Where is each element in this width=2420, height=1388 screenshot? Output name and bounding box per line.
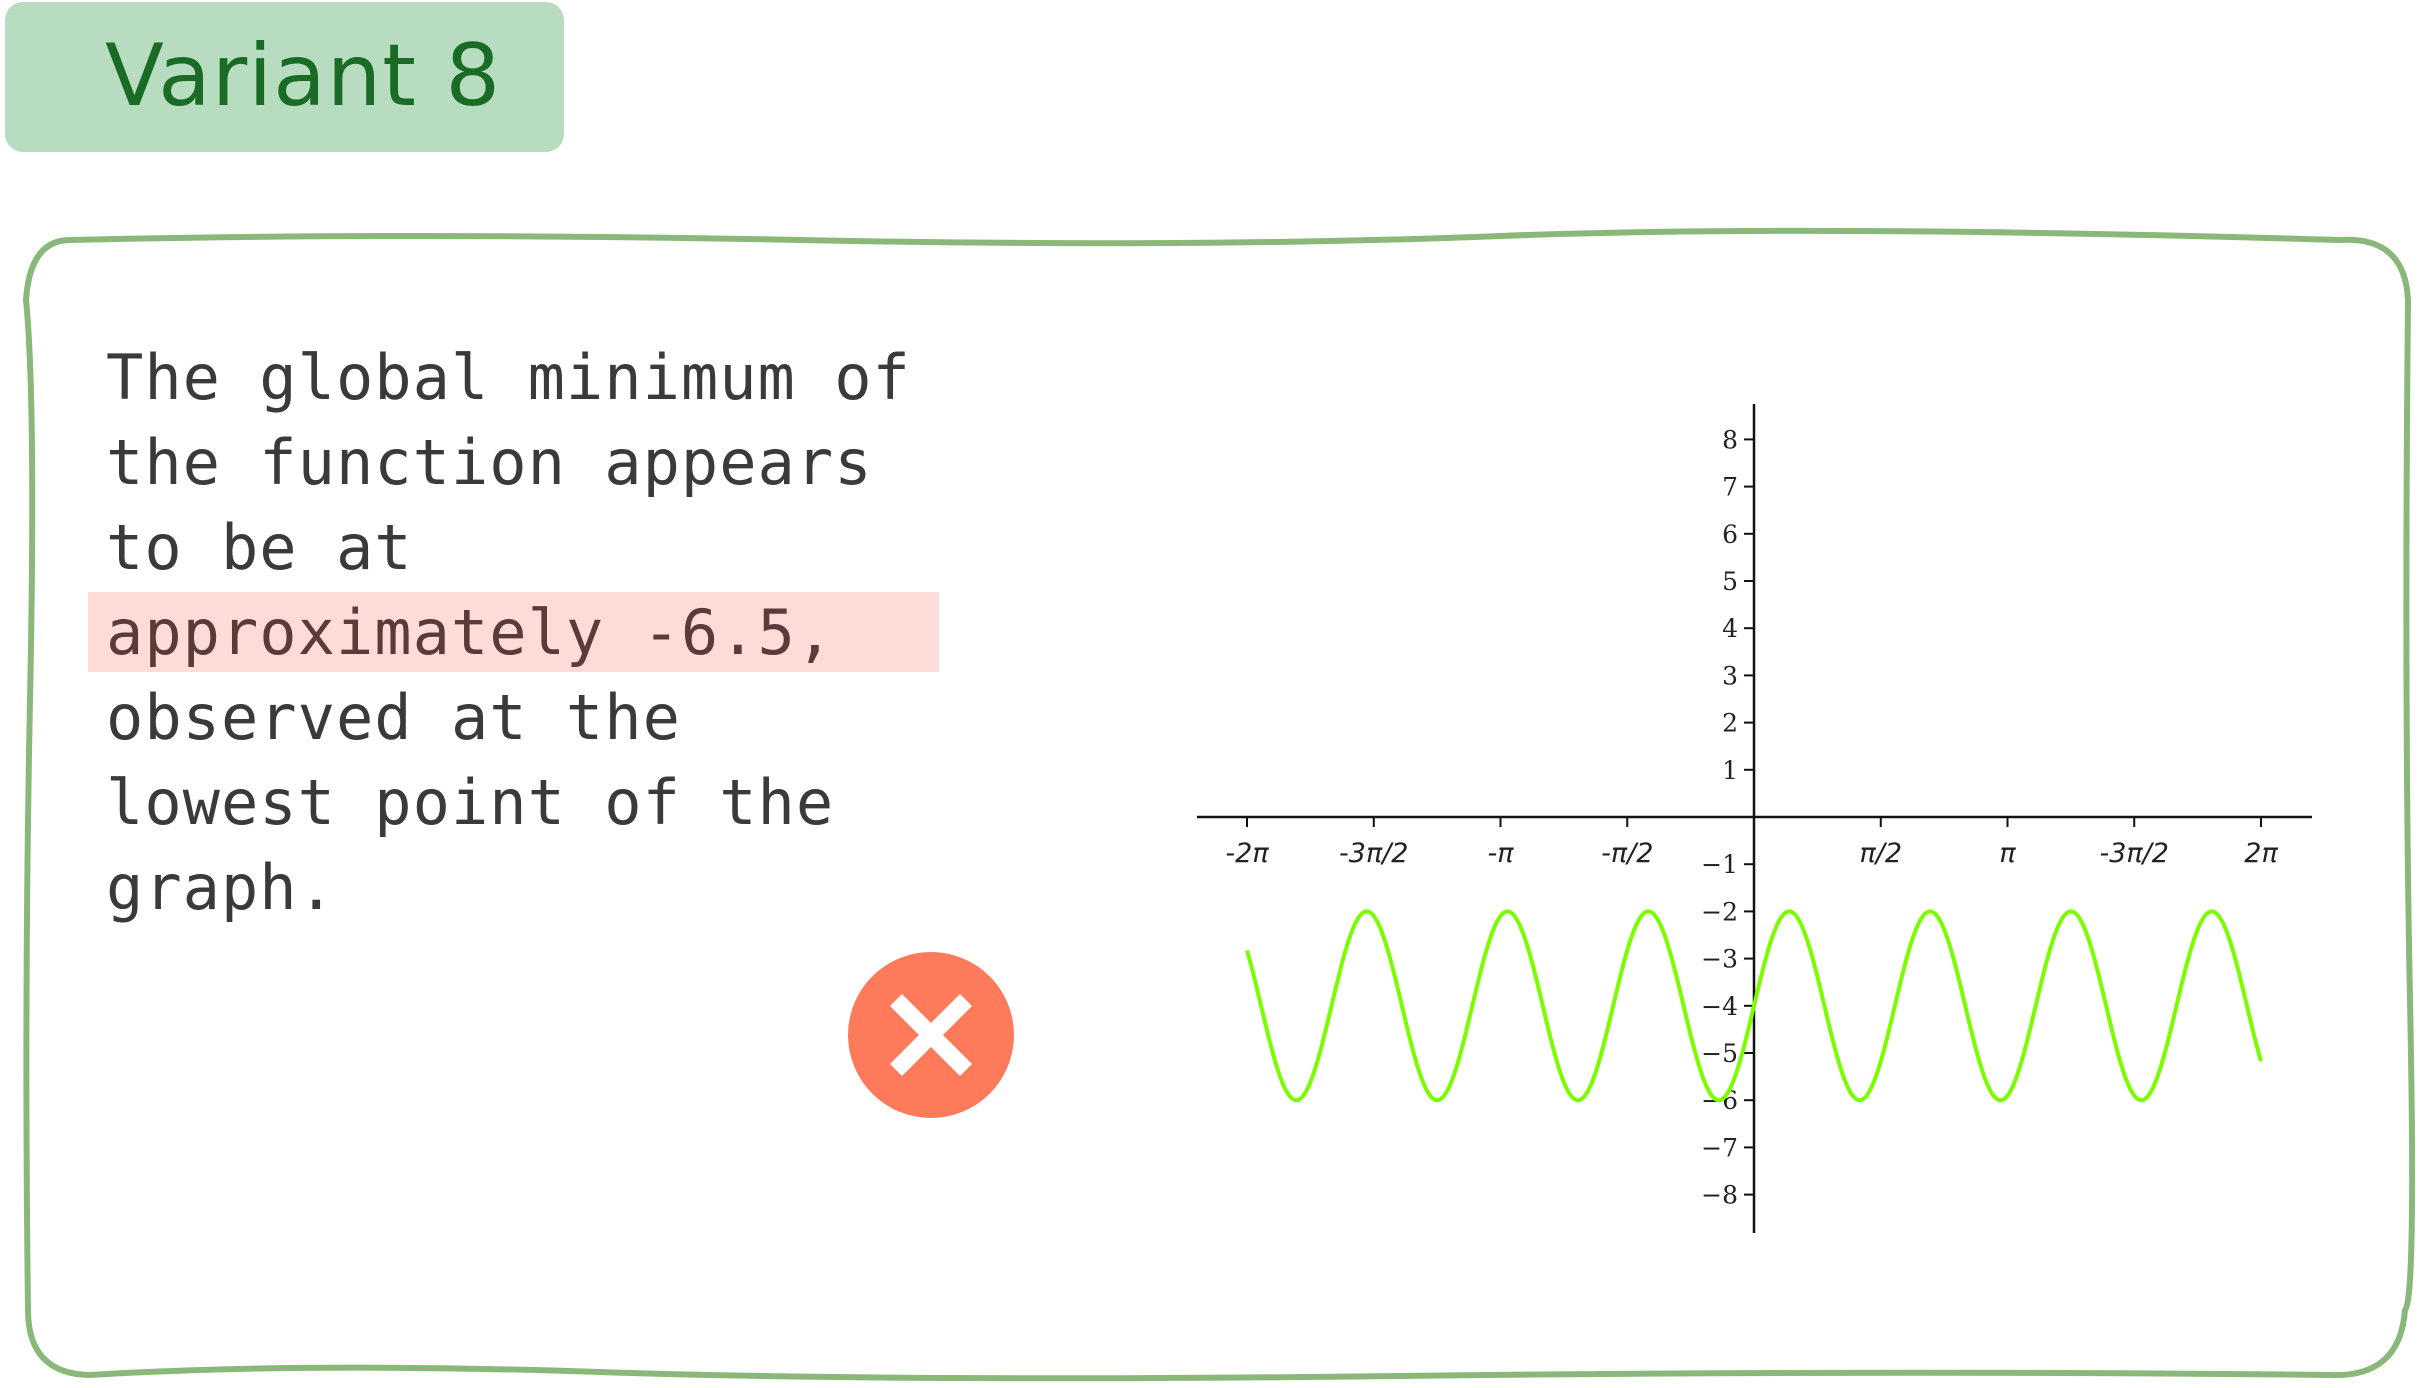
variant-label: Variant 8 <box>105 26 502 126</box>
x-tick-label: -2π <box>1225 838 1269 869</box>
y-tick-label: −3 <box>1701 945 1738 974</box>
x-tick-label: -3π/2 <box>1339 838 1408 869</box>
x-tick-label: 2π <box>2244 838 2278 869</box>
y-tick-label: 6 <box>1722 520 1738 549</box>
x-tick-label: -π <box>1487 838 1514 869</box>
statement-line: observed at the <box>106 681 681 754</box>
statement-line: to be at <box>106 511 413 584</box>
incorrect-badge <box>848 952 1014 1118</box>
curves <box>1245 909 2263 1103</box>
x-tick-label: -π/2 <box>1601 838 1653 869</box>
y-tick-label: 7 <box>1722 473 1738 502</box>
y-tick-label: −5 <box>1701 1039 1738 1068</box>
x-tick-label: π/2 <box>1859 838 1902 869</box>
y-tick-label: −2 <box>1701 897 1738 926</box>
y-tick-label: −8 <box>1701 1181 1738 1210</box>
x-tick-label: π <box>1999 838 2016 869</box>
y-tick-label: 3 <box>1722 661 1738 690</box>
statement-line: graph. <box>106 851 336 924</box>
statement-line: lowest point of the <box>106 766 835 839</box>
y-tick-label: 4 <box>1722 614 1738 643</box>
statement-line: the function appears <box>106 426 873 499</box>
variant-tag: Variant 8 <box>5 2 564 152</box>
function-curve <box>1245 909 2263 1103</box>
axes <box>1197 404 2312 1233</box>
statement-text: The global minimum of the function appea… <box>106 335 1006 930</box>
highlight-box <box>88 592 939 672</box>
y-tick-label: −1 <box>1701 850 1738 879</box>
x-ticks: -2π -3π/2 -π -π/2 π/2 π -3π/2 2π <box>1225 817 2278 869</box>
close-icon <box>889 993 973 1077</box>
statement-line: The global minimum of <box>106 341 911 414</box>
y-tick-label: 5 <box>1722 567 1738 596</box>
y-tick-label: 2 <box>1722 709 1738 738</box>
statement-line-highlighted: approximately -6.5, <box>106 596 835 669</box>
y-tick-label: 8 <box>1722 425 1738 454</box>
y-tick-label: −7 <box>1701 1133 1738 1162</box>
y-tick-label: 1 <box>1722 756 1738 785</box>
y-tick-label: −4 <box>1701 992 1738 1021</box>
x-tick-label: -3π/2 <box>2100 838 2169 869</box>
